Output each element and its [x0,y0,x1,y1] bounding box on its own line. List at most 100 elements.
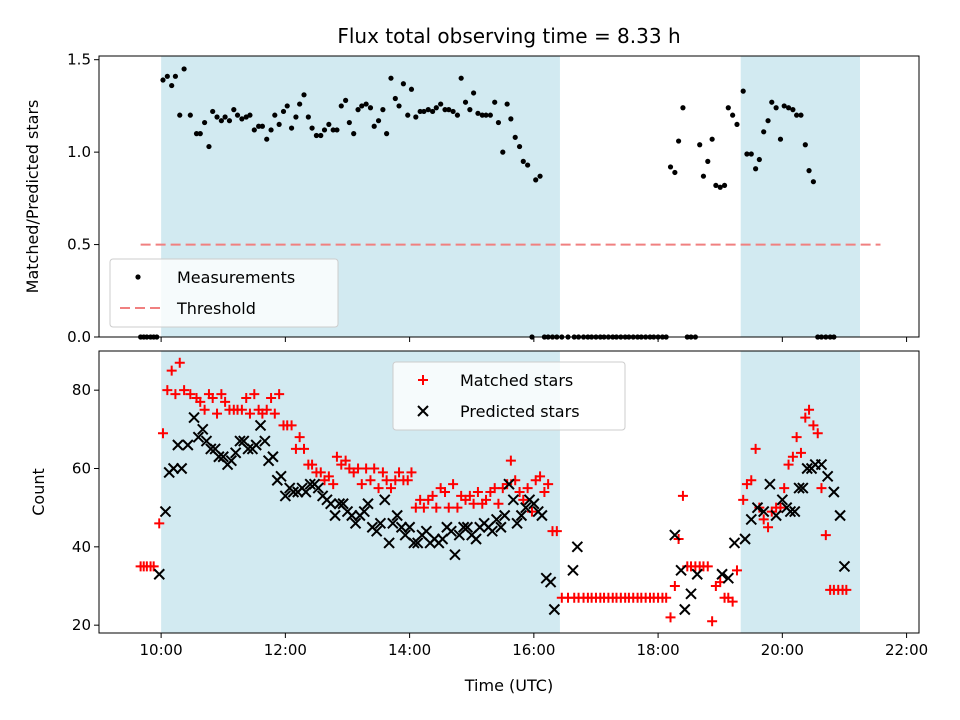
data-point [748,151,754,157]
data-point [337,498,349,510]
data-point [841,584,852,595]
data-point [304,478,316,490]
series-matched-stars [135,357,852,627]
data-point [467,107,473,113]
data-point [264,136,270,142]
x-tick-label: 12:00 [264,641,307,659]
data-point [525,162,531,168]
data-point [744,151,750,157]
x-tick-label: 10:00 [140,641,183,659]
data-point [700,173,707,179]
data-point [355,107,361,113]
data-point [177,112,183,118]
data-point [164,73,170,79]
data-point [343,97,349,103]
data-point [340,455,351,466]
data-point [157,428,168,439]
data-point [185,389,196,400]
data-point [218,118,224,124]
data-point [188,411,200,424]
data-point [425,107,431,113]
data-point [403,521,416,533]
x-tick-label: 16:00 [512,641,555,659]
data-point [413,114,419,120]
data-point [417,108,423,115]
data-point [751,501,764,514]
data-point [427,490,438,501]
data-point [249,389,260,400]
legend-label: Matched stars [460,371,573,390]
data-point [536,509,548,522]
data-point [504,101,510,107]
y-tick-label: 0.5 [67,236,91,254]
data-point [405,112,411,118]
data-point [307,459,318,470]
data-point [154,518,165,529]
data-point [251,127,257,133]
x-tick-label: 20:00 [761,641,804,659]
data-point [677,490,688,501]
data-point [740,88,746,94]
data-point [502,479,513,490]
data-point [362,498,374,510]
data-point [187,112,193,118]
data-point [828,486,840,498]
data-point [301,92,307,98]
y-axis-label: Matched/Predicted stars [23,100,42,294]
data-point [293,114,299,120]
data-point [470,533,482,545]
data-point [487,112,493,118]
shaded-interval-1 [740,351,860,633]
y-tick-label: 20 [72,616,91,634]
legend-label: Measurements [177,268,295,287]
data-point [717,184,723,190]
data-point [321,127,328,133]
data-point [779,483,790,494]
data-point [520,158,526,164]
data-point [821,470,834,483]
data-point [236,404,247,415]
x-axis-label: Time (UTC) [464,676,553,695]
data-point [725,105,731,111]
data-point [225,454,238,467]
y-tick-label: 1.0 [67,143,91,161]
data-point [202,119,208,126]
data-point [727,596,738,607]
data-point [505,455,516,466]
data-point [679,603,691,616]
data-point [728,537,741,549]
data-point [429,108,436,115]
data-point [483,112,489,118]
data-point [486,525,498,537]
data-point [785,105,792,111]
data-point [326,121,332,128]
data-point [370,525,383,537]
data-point [323,471,334,482]
data-point [287,486,300,498]
data-point [338,103,344,109]
data-point [431,502,442,513]
data-point [379,494,391,506]
data-point [810,179,816,185]
data-point [495,521,507,533]
data-point [783,459,794,470]
data-point [367,105,374,111]
data-point [193,131,200,137]
plot-frame [98,55,920,338]
data-point [394,467,405,478]
data-point [781,103,787,109]
data-point [769,99,775,105]
data-point [680,105,686,111]
data-point [508,116,514,122]
y-tick-label: 80 [72,381,91,399]
data-point [288,125,295,131]
data-point [691,568,703,580]
data-point [571,541,584,553]
data-point [705,158,711,164]
data-point [408,86,415,92]
data-point [739,533,751,545]
data-point [331,451,342,462]
data-point [492,99,498,105]
data-point [269,408,280,419]
